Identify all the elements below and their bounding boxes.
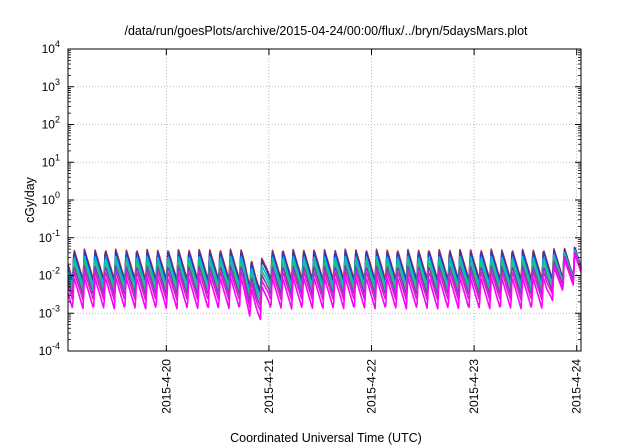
y-tick-label: 10-1 (39, 228, 60, 245)
x-tick-label: 2015-4-22 (365, 359, 379, 414)
x-tick-label: 2015-4-23 (467, 359, 481, 414)
y-tick-label: 10-2 (39, 266, 60, 283)
x-tick-label: 2015-4-20 (159, 359, 173, 414)
y-tick-label: 10-4 (39, 341, 60, 358)
series-line-5 (67, 251, 582, 307)
x-tick-label: 2015-4-21 (262, 359, 276, 414)
y-tick-label: 103 (42, 77, 60, 94)
series-group (67, 246, 582, 321)
series-line-4 (67, 250, 582, 302)
y-tick-label: 102 (42, 115, 60, 132)
series-line-7 (67, 253, 582, 321)
series-line-2 (67, 247, 582, 294)
x-axis-label: Coordinated Universal Time (UTC) (230, 431, 422, 445)
x-tick-label: 2015-4-24 (570, 359, 584, 414)
y-tick-label: 101 (42, 152, 60, 169)
y-tick-label: 100 (42, 190, 60, 207)
y-tick-label: 104 (42, 39, 60, 56)
y-axis-label: cGy/day (23, 176, 37, 223)
series-line-6 (67, 252, 582, 312)
y-tick-label: 10-3 (39, 303, 60, 320)
chart-title: /data/run/goesPlots/archive/2015-04-24/0… (124, 24, 528, 38)
x-axis-ticks: 2015-4-20 2015-4-21 2015-4-22 2015-4-23 2015… (159, 49, 584, 414)
series-line-3 (67, 249, 582, 298)
